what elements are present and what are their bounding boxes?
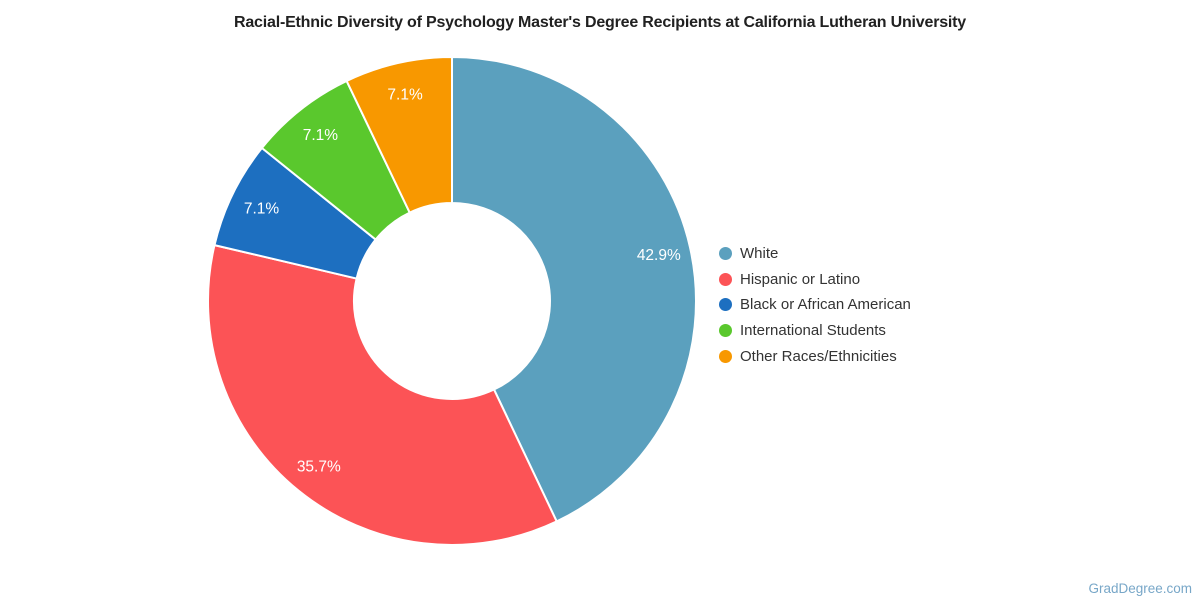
legend-swatch-circle-icon	[719, 349, 732, 363]
legend-label: Other Races/Ethnicities	[740, 347, 897, 365]
legend-swatch-circle-icon	[719, 272, 732, 286]
legend-label: Black or African American	[740, 296, 911, 314]
legend-label: White	[740, 245, 779, 263]
legend-item-hispanic-or-latino[interactable]: Hispanic or Latino	[719, 267, 911, 293]
legend-swatch-circle-icon	[719, 324, 732, 338]
slice-label-white: 42.9%	[637, 247, 681, 264]
legend-swatch-circle-icon	[719, 247, 732, 261]
legend: White Hispanic or Latino Black or Africa…	[719, 241, 911, 369]
legend-item-black-or-african-american[interactable]: Black or African American	[719, 292, 911, 318]
legend-label: Hispanic or Latino	[740, 270, 861, 288]
legend-item-international-students[interactable]: International Students	[719, 318, 911, 344]
legend-item-other-races-ethnicities[interactable]: Other Races/Ethnicities	[719, 343, 911, 369]
pie-slice-white[interactable]	[451, 56, 697, 523]
slice-label-other-races-ethnicities: 7.1%	[387, 87, 423, 104]
legend-swatch-circle-icon	[719, 298, 732, 312]
slice-label-hispanic-or-latino: 35.7%	[297, 458, 341, 475]
legend-label: International Students	[740, 322, 886, 340]
slice-label-black-or-african-american: 7.1%	[244, 200, 280, 217]
pie-slice-hispanic-or-latino[interactable]	[207, 244, 558, 546]
legend-item-white[interactable]: White	[719, 241, 911, 267]
watermark-link[interactable]: GradDegree.com	[1088, 581, 1192, 596]
chart-title: Racial-Ethnic Diversity of Psychology Ma…	[234, 14, 966, 31]
pie-slice-other-races-ethnicities[interactable]	[345, 56, 453, 214]
slice-label-international-students: 7.1%	[303, 127, 339, 144]
